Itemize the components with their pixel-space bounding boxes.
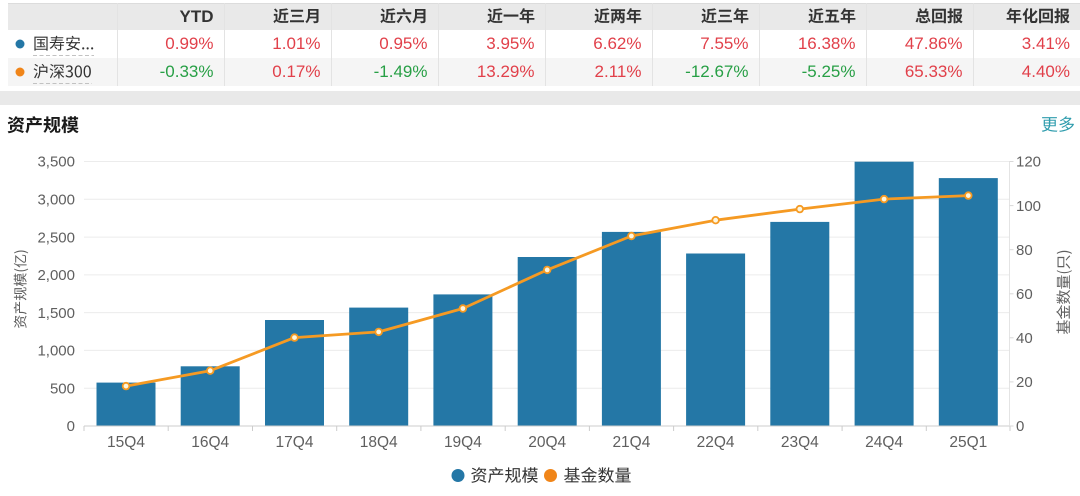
svg-text:16Q4: 16Q4: [191, 434, 229, 451]
svg-text:0: 0: [67, 418, 75, 435]
svg-text:17Q4: 17Q4: [276, 434, 314, 451]
svg-text:40: 40: [1016, 330, 1033, 347]
svg-text:2,000: 2,000: [37, 267, 75, 284]
svg-text:18Q4: 18Q4: [360, 434, 398, 451]
svg-text:24Q4: 24Q4: [865, 434, 903, 451]
svg-text:3,500: 3,500: [37, 154, 75, 171]
svg-text:60: 60: [1016, 286, 1033, 303]
svg-text:120: 120: [1016, 154, 1041, 171]
svg-text:22Q4: 22Q4: [697, 434, 735, 451]
svg-text:19Q4: 19Q4: [444, 434, 482, 451]
svg-text:3,000: 3,000: [37, 192, 75, 209]
svg-text:1,500: 1,500: [37, 305, 75, 322]
svg-text:1,000: 1,000: [37, 343, 75, 360]
svg-text:2,500: 2,500: [37, 229, 75, 246]
svg-text:100: 100: [1016, 198, 1041, 215]
svg-text:23Q4: 23Q4: [781, 434, 819, 451]
svg-text:20Q4: 20Q4: [528, 434, 566, 451]
svg-text:0: 0: [1016, 418, 1024, 435]
svg-text:80: 80: [1016, 242, 1033, 259]
svg-text:21Q4: 21Q4: [612, 434, 650, 451]
svg-text:20: 20: [1016, 374, 1033, 391]
svg-text:500: 500: [50, 380, 75, 397]
svg-text:15Q4: 15Q4: [107, 434, 145, 451]
svg-text:25Q1: 25Q1: [949, 434, 987, 451]
